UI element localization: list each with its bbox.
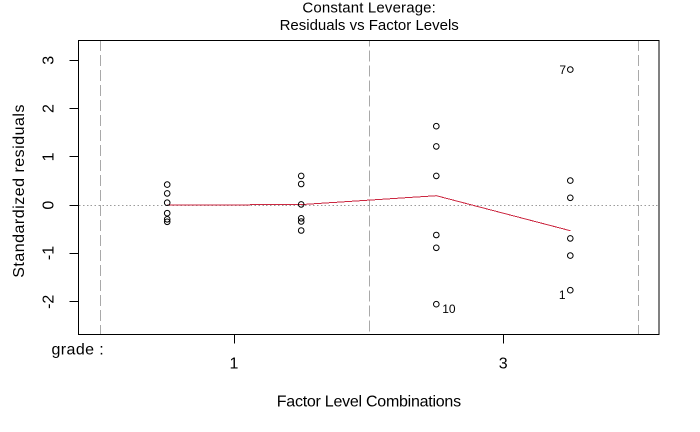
svg-text:1: 1 <box>230 356 239 373</box>
svg-text:-2: -2 <box>41 295 58 309</box>
svg-text:Factor Level Combinations: Factor Level Combinations <box>277 393 461 410</box>
svg-text:0: 0 <box>41 201 58 210</box>
svg-text:grade :: grade : <box>52 341 105 358</box>
svg-text:7: 7 <box>559 63 566 77</box>
svg-text:1: 1 <box>41 152 58 161</box>
svg-text:1: 1 <box>559 288 566 302</box>
svg-text:2: 2 <box>41 104 58 113</box>
svg-text:3: 3 <box>499 356 508 373</box>
svg-text:3: 3 <box>41 56 58 65</box>
svg-text:Residuals vs Factor Levels: Residuals vs Factor Levels <box>280 17 459 34</box>
svg-text:-1: -1 <box>41 246 58 260</box>
svg-text:Standardized residuals: Standardized residuals <box>11 104 28 278</box>
svg-text:Constant Leverage:: Constant Leverage: <box>302 0 436 17</box>
svg-text:10: 10 <box>442 302 456 316</box>
